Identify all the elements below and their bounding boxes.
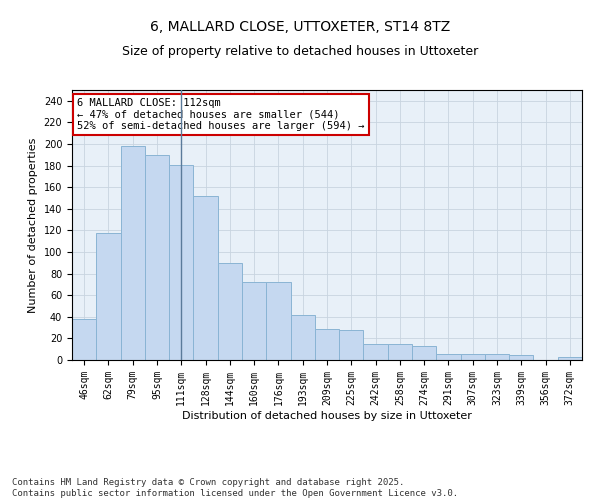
Bar [339, 330, 364, 360]
Bar [72, 319, 96, 360]
Bar [145, 155, 169, 360]
Bar [364, 344, 388, 360]
Bar [193, 196, 218, 360]
Text: Contains HM Land Registry data © Crown copyright and database right 2025.
Contai: Contains HM Land Registry data © Crown c… [12, 478, 458, 498]
Bar [266, 282, 290, 360]
Bar [388, 344, 412, 360]
Bar [169, 164, 193, 360]
Bar [412, 346, 436, 360]
Bar [242, 282, 266, 360]
Text: 6, MALLARD CLOSE, UTTOXETER, ST14 8TZ: 6, MALLARD CLOSE, UTTOXETER, ST14 8TZ [150, 20, 450, 34]
Bar [436, 354, 461, 360]
Bar [315, 328, 339, 360]
X-axis label: Distribution of detached houses by size in Uttoxeter: Distribution of detached houses by size … [182, 410, 472, 420]
Bar [290, 314, 315, 360]
Bar [218, 263, 242, 360]
Bar [121, 146, 145, 360]
Text: 6 MALLARD CLOSE: 112sqm
← 47% of detached houses are smaller (544)
52% of semi-d: 6 MALLARD CLOSE: 112sqm ← 47% of detache… [77, 98, 365, 132]
Bar [558, 357, 582, 360]
Bar [485, 354, 509, 360]
Bar [96, 232, 121, 360]
Bar [509, 354, 533, 360]
Bar [461, 354, 485, 360]
Y-axis label: Number of detached properties: Number of detached properties [28, 138, 38, 312]
Text: Size of property relative to detached houses in Uttoxeter: Size of property relative to detached ho… [122, 45, 478, 58]
